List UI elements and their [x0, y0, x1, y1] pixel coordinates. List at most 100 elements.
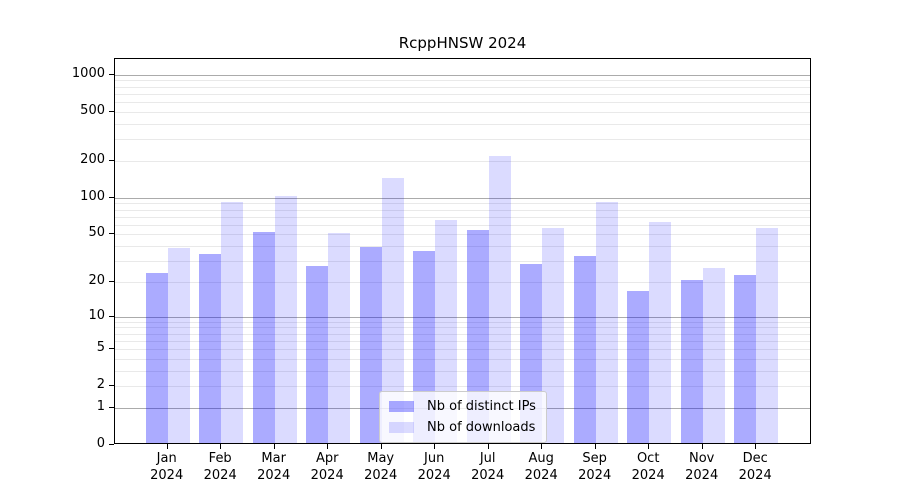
bar-nb-of-distinct-ips-jan	[145, 272, 168, 443]
x-tick-label-jan: Jan 2024	[150, 451, 184, 483]
bar-nb-of-distinct-ips-apr	[306, 266, 329, 443]
legend-item-distinct-ips: Nb of distinct IPs	[389, 399, 536, 414]
x-tick-label-sep: Sep 2024	[578, 451, 612, 483]
bar-nb-of-distinct-ips-jul	[466, 230, 489, 443]
legend-swatch-downloads	[389, 422, 414, 433]
y-tick-label-20: 20	[88, 272, 105, 288]
y-tick-label-2: 2	[96, 377, 105, 393]
bar-nb-of-downloads-feb	[221, 202, 244, 443]
legend-item-downloads: Nb of downloads	[389, 420, 536, 435]
bar-nb-of-downloads-apr	[328, 233, 351, 443]
y-tick-label-50: 50	[88, 225, 105, 241]
bar-nb-of-distinct-ips-may	[359, 246, 382, 443]
y-tick-mark-500	[109, 110, 114, 112]
x-tick-label-apr: Apr 2024	[310, 451, 344, 483]
gridline-10	[115, 316, 810, 318]
gridline-500	[115, 111, 810, 113]
legend-label-distinct-ips: Nb of distinct IPs	[427, 399, 536, 414]
y-tick-mark-2	[109, 385, 114, 387]
gridline-300	[115, 139, 810, 141]
chart-title: RcppHNSW 2024	[398, 34, 527, 52]
legend-label-downloads: Nb of downloads	[427, 420, 536, 435]
legend-swatch-distinct-ips	[389, 401, 414, 412]
bar-nb-of-distinct-ips-dec	[734, 275, 757, 443]
y-tick-mark-1000	[109, 73, 114, 75]
gridline-70	[115, 216, 810, 218]
x-tick-label-aug: Aug 2024	[524, 451, 558, 483]
x-tick-mark-feb	[220, 444, 222, 449]
x-tick-mark-jun	[434, 444, 436, 449]
x-tick-label-mar: Mar 2024	[257, 451, 291, 483]
gridline-5	[115, 349, 810, 350]
bar-nb-of-distinct-ips-oct	[627, 291, 650, 443]
y-tick-mark-20	[109, 280, 114, 282]
bar-nb-of-downloads-jun	[435, 220, 458, 443]
y-tick-label-5: 5	[96, 340, 105, 355]
bar-nb-of-distinct-ips-mar	[252, 232, 275, 443]
x-tick-mark-oct	[648, 444, 650, 449]
x-tick-mark-nov	[701, 444, 703, 449]
y-tick-mark-100	[109, 196, 114, 198]
y-tick-mark-10	[109, 315, 114, 317]
bar-nb-of-distinct-ips-sep	[573, 255, 596, 443]
x-tick-mark-may	[380, 444, 382, 449]
y-tick-label-1: 1	[96, 398, 105, 414]
gridline-60	[115, 224, 810, 226]
y-tick-label-100: 100	[80, 188, 105, 204]
x-tick-label-oct: Oct 2024	[631, 451, 665, 483]
x-tick-mark-apr	[327, 444, 329, 449]
y-tick-mark-0	[109, 444, 114, 445]
gridline-400	[115, 123, 810, 125]
y-tick-label-200: 200	[80, 151, 105, 167]
gridline-200	[115, 160, 810, 162]
bar-nb-of-distinct-ips-nov	[680, 279, 703, 443]
gridline-2	[115, 386, 810, 388]
x-tick-label-jul: Jul 2024	[471, 451, 505, 483]
y-tick-label-0: 0	[96, 436, 105, 451]
x-tick-label-jun: Jun 2024	[417, 451, 451, 483]
y-tick-mark-1	[109, 406, 114, 408]
bar-nb-of-downloads-jan	[167, 248, 190, 443]
legend: Nb of distinct IPs Nb of downloads	[379, 391, 547, 443]
x-tick-mark-jan	[166, 444, 168, 449]
bar-nb-of-downloads-may	[381, 177, 404, 443]
gridline-30	[115, 261, 810, 262]
gridline-20	[115, 281, 810, 283]
x-tick-mark-aug	[541, 444, 543, 449]
bar-nb-of-distinct-ips-feb	[199, 254, 222, 443]
plot-area: Nb of distinct IPs Nb of downloads	[114, 58, 811, 444]
gridline-800	[115, 86, 810, 88]
gridline-7	[115, 333, 810, 335]
gridline-700	[115, 93, 810, 95]
bar-nb-of-downloads-aug	[542, 228, 565, 443]
gridline-40	[115, 246, 810, 247]
x-tick-label-nov: Nov 2024	[685, 451, 719, 483]
x-tick-mark-jul	[487, 444, 489, 449]
bar-nb-of-downloads-mar	[274, 195, 297, 443]
y-tick-label-1000: 1000	[71, 65, 105, 81]
gridline-1000	[115, 74, 810, 76]
gridline-8	[115, 327, 810, 329]
y-tick-mark-50	[109, 233, 114, 235]
x-tick-label-dec: Dec 2024	[738, 451, 772, 483]
gridline-4	[115, 358, 810, 360]
y-tick-mark-5	[109, 348, 114, 349]
x-tick-mark-sep	[594, 444, 596, 449]
bar-nb-of-downloads-nov	[702, 268, 725, 443]
gridline-600	[115, 102, 810, 104]
gridline-50	[115, 234, 810, 236]
x-tick-mark-dec	[755, 444, 757, 449]
gridline-100	[115, 197, 810, 199]
y-tick-mark-200	[109, 159, 114, 161]
gridline-80	[115, 209, 810, 211]
gridline-9	[115, 321, 810, 323]
y-tick-label-10: 10	[88, 307, 105, 323]
x-tick-label-feb: Feb 2024	[203, 451, 237, 483]
gridline-900	[115, 80, 810, 82]
bar-nb-of-downloads-sep	[595, 201, 618, 443]
x-tick-mark-mar	[273, 444, 275, 449]
gridline-90	[115, 203, 810, 205]
bar-nb-of-downloads-oct	[649, 221, 672, 443]
gridline-6	[115, 340, 810, 342]
